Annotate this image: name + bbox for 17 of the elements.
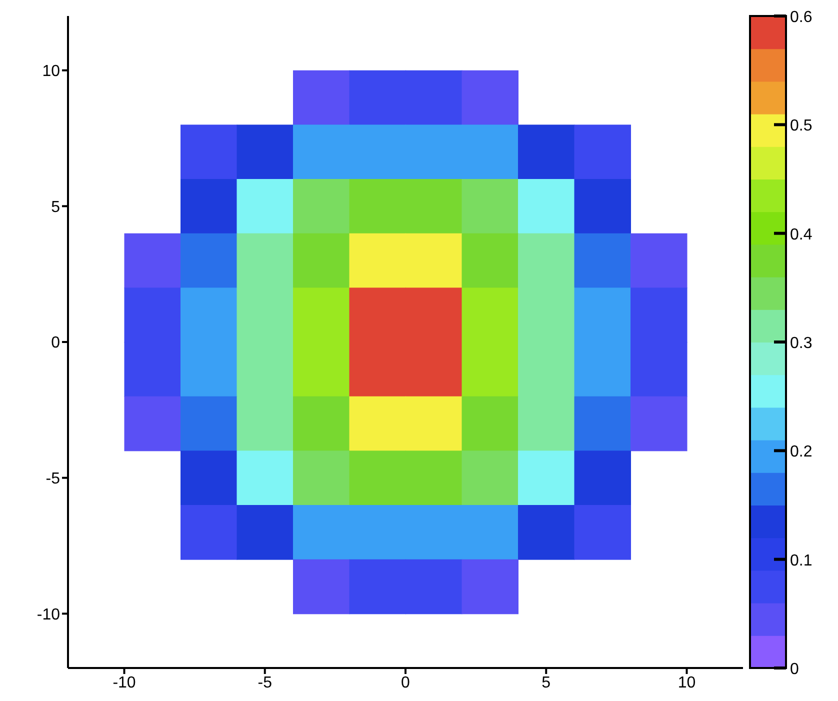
y-tick-label: 0: [51, 334, 60, 352]
x-tick-label: -5: [258, 674, 272, 692]
color-bar-label: 0.2: [790, 444, 812, 461]
y-tick-label: 5: [51, 198, 60, 216]
color-bar-label: 0: [790, 661, 799, 678]
y-tick-label: -5: [46, 470, 60, 488]
x-tick-label: 0: [401, 674, 410, 692]
color-bar-label: 0.3: [790, 335, 812, 352]
x-tick-label: 10: [678, 674, 696, 692]
color-bar-label: 0.5: [790, 118, 812, 135]
color-bar-label: 0.6: [790, 9, 812, 26]
color-bar-label: 0.4: [790, 226, 812, 244]
y-tick-label: -10: [36, 606, 60, 624]
x-tick-label: -10: [112, 674, 136, 692]
x-tick-label: 5: [542, 674, 551, 692]
y-tick-label: 10: [42, 63, 60, 80]
color-bar-label: 0.1: [790, 552, 812, 570]
